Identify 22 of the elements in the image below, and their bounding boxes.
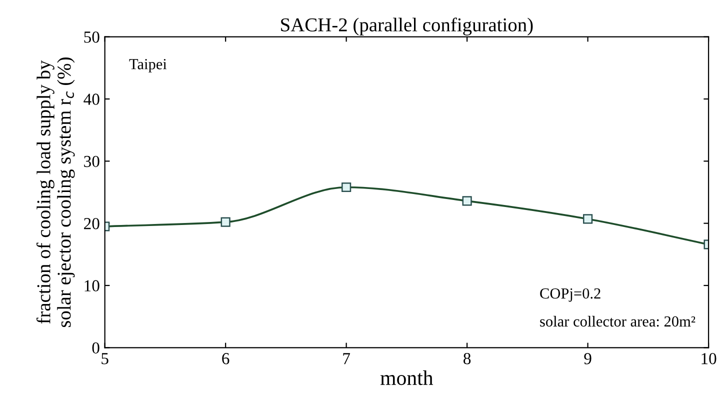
point — [583, 214, 593, 224]
y-tick-label: 10 — [84, 280, 100, 292]
annotation: COPj=0.2 — [540, 288, 600, 302]
annotation: solar collector area: 20m² — [540, 316, 696, 327]
y-tick-label: 50 — [84, 32, 100, 43]
x-axis-title: month — [380, 370, 434, 386]
x-tick-label: 5 — [102, 353, 108, 364]
x-tick-label: 6 — [222, 353, 230, 364]
y-tick-label: 40 — [84, 94, 100, 105]
y-tick-label: 30 — [84, 156, 100, 168]
x-tick-label: 8 — [464, 352, 471, 364]
y-tick-label: 20 — [84, 218, 100, 230]
annotation: Taipei — [129, 59, 167, 72]
point — [462, 196, 472, 206]
x-tick-label: 10 — [702, 352, 716, 364]
y-axis-title: fraction of cooling load supply by solar ejector cooling system r$_{c}$ (%) — [36, 58, 75, 328]
chart-title: SACH-2 (parallel configuration) — [281, 18, 533, 36]
x-tick-label: 9 — [584, 353, 592, 364]
x-tick-label: 7 — [343, 353, 350, 364]
y-tick-label: 0 — [92, 342, 100, 354]
point — [342, 182, 352, 192]
point — [220, 217, 230, 227]
